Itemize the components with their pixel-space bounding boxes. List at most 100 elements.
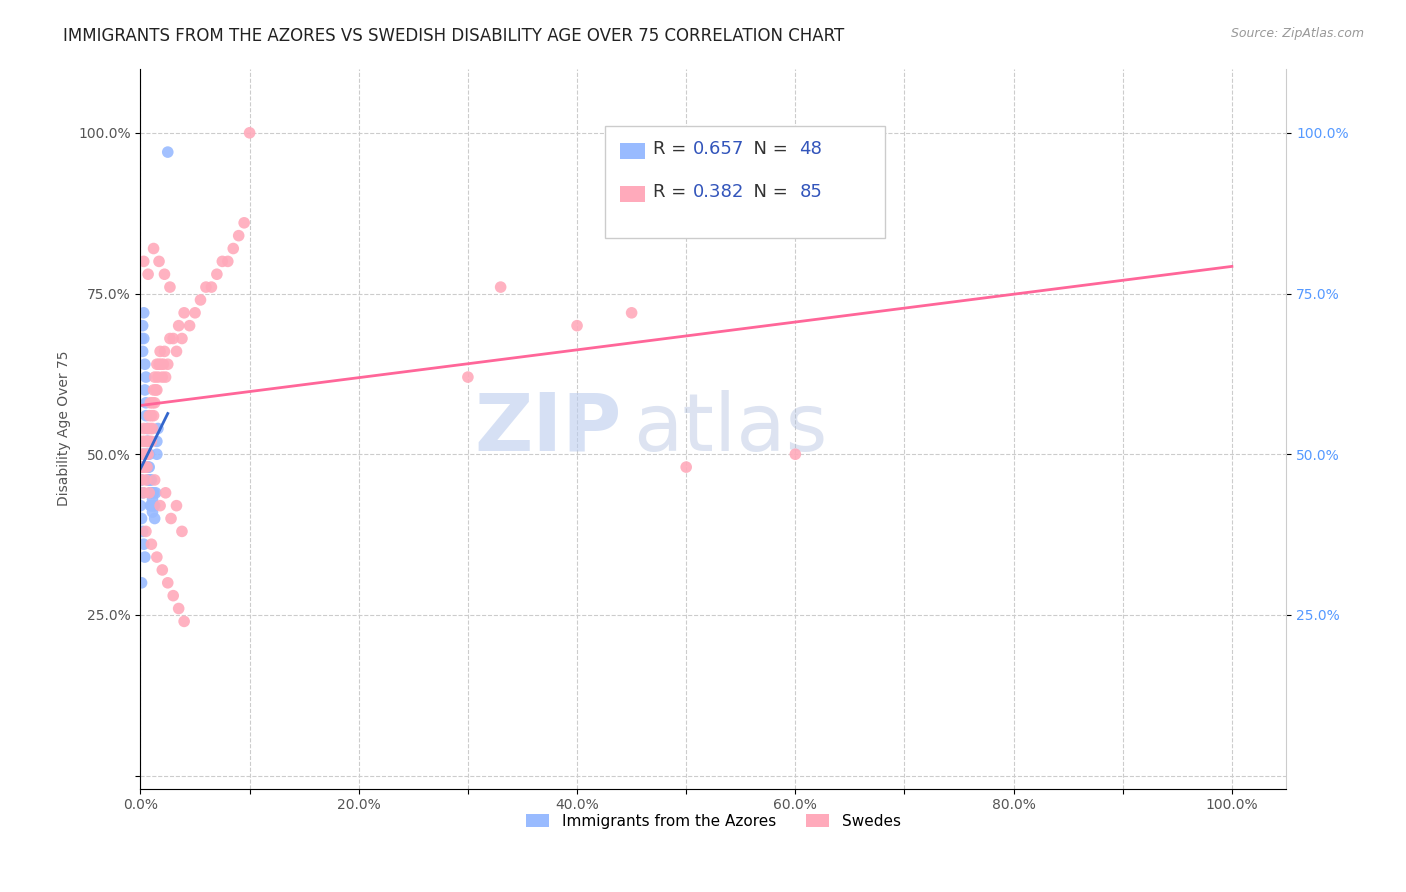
Point bbox=[136, 447, 159, 461]
Point bbox=[170, 332, 193, 346]
Point bbox=[141, 434, 163, 449]
Point bbox=[135, 409, 157, 423]
Point bbox=[143, 499, 166, 513]
Point bbox=[141, 396, 163, 410]
Point bbox=[131, 524, 153, 539]
Point bbox=[146, 550, 169, 565]
Point bbox=[135, 524, 157, 539]
Point bbox=[134, 460, 156, 475]
Point bbox=[129, 460, 152, 475]
Point bbox=[129, 473, 152, 487]
Point bbox=[134, 434, 156, 449]
Point bbox=[173, 615, 195, 629]
Point bbox=[131, 473, 153, 487]
Point bbox=[142, 242, 165, 256]
Point bbox=[132, 306, 155, 320]
Text: 48: 48 bbox=[800, 140, 823, 158]
Point bbox=[785, 447, 807, 461]
Point bbox=[132, 447, 155, 461]
Point bbox=[179, 318, 201, 333]
Point bbox=[135, 370, 157, 384]
Point bbox=[129, 499, 152, 513]
FancyBboxPatch shape bbox=[620, 143, 645, 159]
Point bbox=[132, 332, 155, 346]
Point bbox=[146, 357, 169, 371]
Point bbox=[146, 447, 169, 461]
Point bbox=[132, 537, 155, 551]
Point bbox=[131, 511, 153, 525]
Text: R =: R = bbox=[652, 140, 692, 158]
Point bbox=[136, 460, 159, 475]
Point bbox=[136, 421, 159, 435]
Point bbox=[138, 485, 160, 500]
Point bbox=[139, 485, 162, 500]
Point bbox=[205, 267, 228, 281]
Point bbox=[135, 473, 157, 487]
Point bbox=[142, 383, 165, 397]
Point bbox=[132, 447, 155, 461]
Point bbox=[136, 447, 159, 461]
Text: N =: N = bbox=[742, 184, 793, 202]
Point bbox=[141, 499, 163, 513]
Point bbox=[134, 550, 156, 565]
Text: IMMIGRANTS FROM THE AZORES VS SWEDISH DISABILITY AGE OVER 75 CORRELATION CHART: IMMIGRANTS FROM THE AZORES VS SWEDISH DI… bbox=[63, 27, 845, 45]
Point bbox=[457, 370, 479, 384]
Text: 0.657: 0.657 bbox=[693, 140, 744, 158]
Point bbox=[146, 370, 169, 384]
Point bbox=[136, 434, 159, 449]
Point bbox=[135, 396, 157, 410]
Point bbox=[146, 421, 169, 435]
Point bbox=[153, 344, 176, 359]
Point bbox=[139, 421, 162, 435]
Point bbox=[159, 332, 181, 346]
Point bbox=[141, 409, 163, 423]
Point bbox=[194, 280, 217, 294]
Point bbox=[228, 228, 250, 243]
Point bbox=[132, 485, 155, 500]
Point bbox=[156, 575, 179, 590]
Point bbox=[150, 563, 173, 577]
Point bbox=[150, 370, 173, 384]
Point bbox=[200, 280, 222, 294]
Point bbox=[565, 318, 588, 333]
Point bbox=[134, 357, 156, 371]
Point bbox=[136, 267, 159, 281]
Point bbox=[159, 280, 181, 294]
Point bbox=[167, 601, 190, 615]
Point bbox=[131, 344, 153, 359]
Point bbox=[162, 332, 184, 346]
Point bbox=[143, 511, 166, 525]
Point bbox=[138, 473, 160, 487]
Point bbox=[129, 460, 152, 475]
Point bbox=[141, 485, 163, 500]
Text: R =: R = bbox=[652, 184, 692, 202]
Point bbox=[170, 524, 193, 539]
Point bbox=[138, 434, 160, 449]
Point bbox=[162, 589, 184, 603]
Text: ZIP: ZIP bbox=[475, 390, 621, 467]
Point bbox=[155, 370, 177, 384]
Point bbox=[155, 485, 177, 500]
Point bbox=[190, 293, 212, 307]
Point bbox=[620, 306, 643, 320]
Text: atlas: atlas bbox=[633, 390, 828, 467]
Point bbox=[143, 396, 166, 410]
Point bbox=[145, 383, 167, 397]
Text: 0.382: 0.382 bbox=[693, 184, 744, 202]
Point bbox=[131, 447, 153, 461]
Point bbox=[166, 344, 188, 359]
Point bbox=[489, 280, 512, 294]
Point bbox=[136, 434, 159, 449]
Point bbox=[222, 242, 245, 256]
Point bbox=[145, 485, 167, 500]
Point bbox=[131, 332, 153, 346]
Point bbox=[131, 485, 153, 500]
Point bbox=[167, 318, 190, 333]
Point bbox=[141, 537, 163, 551]
Point bbox=[139, 499, 162, 513]
Point bbox=[148, 357, 170, 371]
Point bbox=[211, 254, 233, 268]
Point bbox=[131, 473, 153, 487]
Point bbox=[143, 473, 166, 487]
Point bbox=[142, 409, 165, 423]
